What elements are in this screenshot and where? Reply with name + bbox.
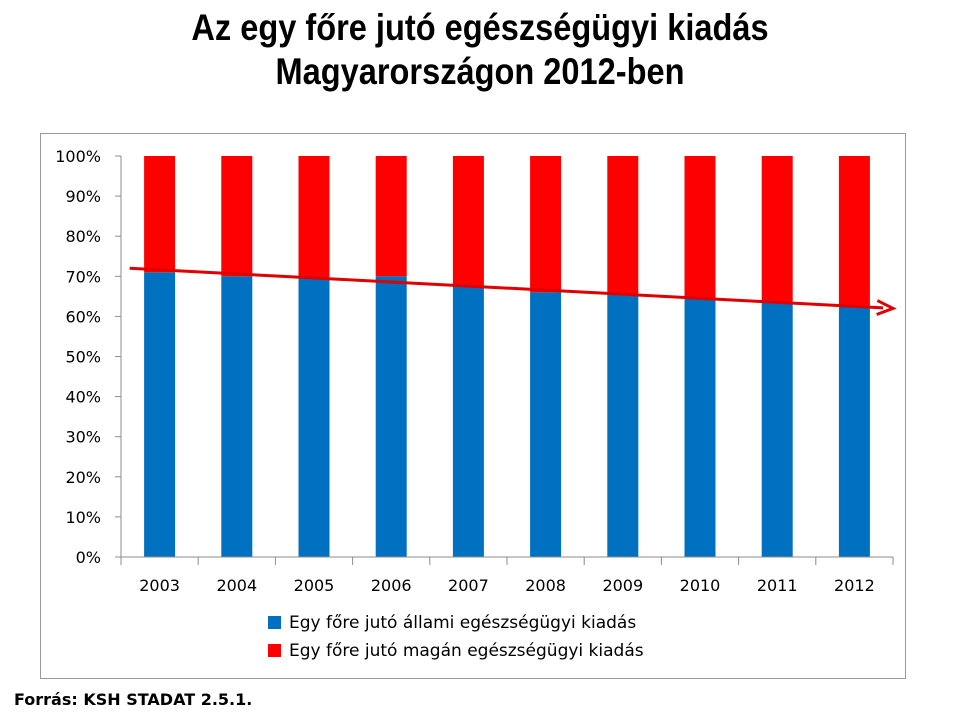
x-tick-label: 2009 bbox=[602, 576, 643, 595]
y-tick-label: 90% bbox=[65, 187, 101, 206]
y-tick-label: 70% bbox=[65, 267, 101, 286]
x-tick-label: 2010 bbox=[680, 576, 721, 595]
bar-private-2004 bbox=[221, 156, 253, 277]
y-tick-label: 20% bbox=[65, 468, 101, 487]
title-line-2: Magyarországon 2012-ben bbox=[275, 51, 685, 92]
bar-state-2003 bbox=[144, 272, 176, 557]
bar-state-2008 bbox=[530, 292, 562, 557]
y-tick-label: 80% bbox=[65, 227, 101, 246]
title-line-1: Az egy főre jutó egészségügyi kiadás bbox=[191, 7, 769, 48]
y-tick-label: 50% bbox=[65, 348, 101, 367]
x-tick-label: 2003 bbox=[139, 576, 180, 595]
chart-title: Az egy főre jutó egészségügyi kiadás Mag… bbox=[58, 6, 903, 94]
bar-state-2005 bbox=[298, 278, 330, 557]
x-tick-label: 2004 bbox=[216, 576, 257, 595]
legend-label: Egy főre jutó állami egészségügyi kiadás bbox=[289, 613, 636, 633]
bar-private-2003 bbox=[144, 156, 176, 273]
x-tick-label: 2006 bbox=[371, 576, 412, 595]
legend-swatch bbox=[268, 616, 281, 629]
bar-state-2010 bbox=[684, 298, 716, 557]
x-tick-label: 2005 bbox=[294, 576, 335, 595]
bar-state-2009 bbox=[607, 294, 639, 557]
bar-state-2011 bbox=[761, 302, 793, 557]
bar-private-2011 bbox=[761, 156, 793, 303]
legend-label: Egy főre jutó magán egészségügyi kiadás bbox=[289, 641, 644, 661]
y-tick-label: 10% bbox=[65, 508, 101, 527]
bar-private-2012 bbox=[838, 156, 870, 307]
bar-private-2007 bbox=[452, 156, 484, 287]
bar-state-2004 bbox=[221, 276, 253, 557]
bar-private-2006 bbox=[375, 156, 407, 277]
x-tick-label: 2011 bbox=[757, 576, 798, 595]
y-tick-label: 30% bbox=[65, 428, 101, 447]
y-tick-label: 100% bbox=[55, 147, 101, 166]
y-tick-label: 40% bbox=[65, 388, 101, 407]
source-note: Forrás: KSH STADAT 2.5.1. bbox=[14, 690, 253, 709]
y-tick-label: 60% bbox=[65, 307, 101, 326]
bar-private-2009 bbox=[607, 156, 639, 295]
bar-private-2010 bbox=[684, 156, 716, 299]
bar-state-2007 bbox=[452, 286, 484, 557]
bar-private-2008 bbox=[530, 156, 562, 293]
trend-arrow-head bbox=[876, 299, 897, 316]
x-tick-label: 2007 bbox=[448, 576, 489, 595]
bar-state-2012 bbox=[838, 306, 870, 557]
x-tick-label: 2008 bbox=[525, 576, 566, 595]
bar-state-2006 bbox=[375, 276, 407, 557]
bar-private-2005 bbox=[298, 156, 330, 279]
legend-swatch bbox=[268, 644, 281, 657]
y-tick-label: 0% bbox=[76, 548, 101, 567]
x-tick-label: 2012 bbox=[834, 576, 875, 595]
trend-arrow-line bbox=[129, 266, 884, 310]
